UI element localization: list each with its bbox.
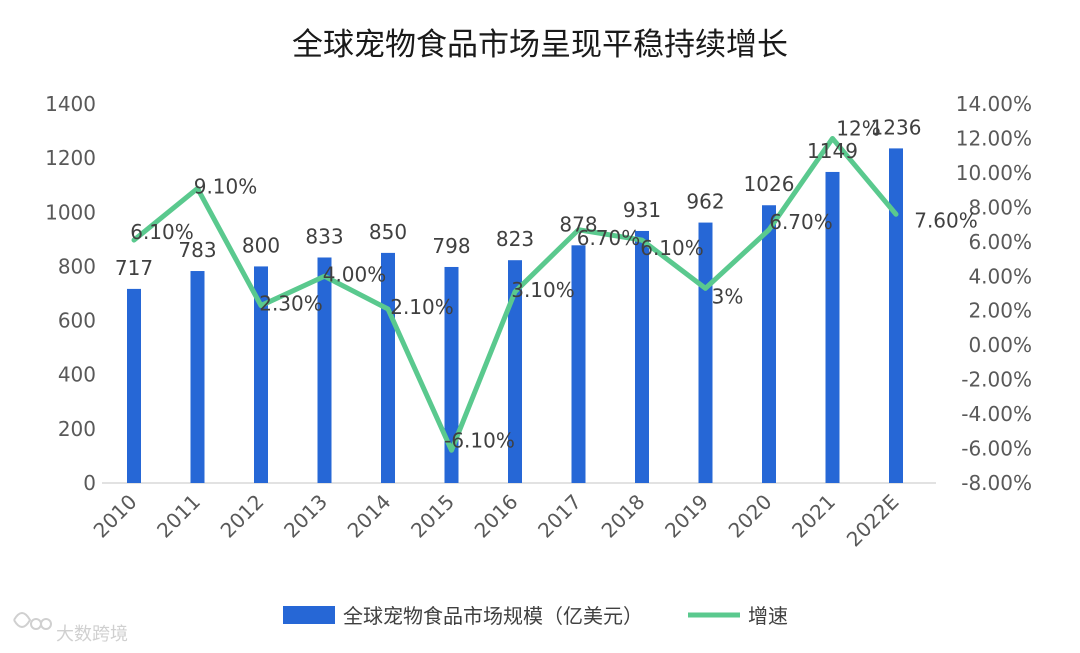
x-tick-label: 2019	[660, 490, 713, 543]
bar	[571, 245, 586, 483]
x-tick-label: 2013	[279, 490, 332, 543]
bar	[508, 260, 522, 483]
growth-line-series	[131, 135, 899, 453]
x-tick-label: 2020	[724, 490, 777, 543]
y-right-tick-label: 12.00%	[956, 126, 1032, 150]
x-tick-label: 2016	[470, 490, 523, 543]
watermark: 大数跨境	[13, 612, 128, 645]
bar	[444, 266, 459, 483]
bar	[889, 148, 903, 483]
x-tick-label: 2022E	[842, 490, 904, 552]
watermark-logo-icon	[13, 612, 52, 630]
bar-series	[127, 148, 903, 484]
legend: 全球宠物食品市场规模（亿美元） 增速	[283, 604, 788, 628]
bar	[381, 252, 395, 483]
growth-value-label: 9.10%	[194, 174, 258, 198]
growth-value-label: 6.70%	[577, 226, 641, 250]
bar	[698, 222, 713, 483]
y-right-tick-label: 6.00%	[968, 230, 1032, 254]
x-tick-label: 2010	[89, 490, 142, 543]
growth-value-label: 4.00%	[323, 262, 387, 286]
y-right-tick-label: 8.00%	[968, 195, 1032, 219]
growth-line	[131, 135, 899, 453]
x-tick-label: 2015	[406, 490, 459, 543]
y-left-tick-label: 1000	[45, 200, 96, 224]
growth-value-label: 3%	[712, 284, 744, 308]
growth-value-label: -6.10%	[444, 428, 515, 452]
bar-value-label: 783	[178, 238, 216, 262]
growth-data-labels: 6.10%9.10%2.30%4.00%2.10%-6.10%3.10%6.70…	[130, 116, 978, 452]
watermark-text: 大数跨境	[56, 624, 128, 645]
x-tick-label: 2021	[787, 490, 840, 543]
bar-value-label: 798	[432, 234, 470, 258]
bar-value-label: 800	[242, 233, 280, 257]
y-axis-right: -8.00% -6.00% -4.00% -2.00% 0.00% 2.00% 4.00% 6…	[956, 92, 1032, 495]
bar-value-label: 931	[623, 198, 661, 222]
bar	[254, 266, 268, 483]
x-tick-label: 2018	[597, 490, 650, 543]
bar-value-label: 878	[559, 212, 597, 236]
bar-value-label: 717	[115, 256, 153, 280]
y-right-tick-label: 0.00%	[968, 333, 1032, 357]
y-right-tick-label: 2.00%	[968, 299, 1032, 323]
bar	[317, 257, 332, 483]
bar-value-label: 1236	[871, 115, 922, 139]
legend-bar-swatch	[283, 606, 335, 624]
y-left-tick-label: 1400	[45, 92, 96, 116]
bar	[762, 205, 776, 484]
y-left-tick-label: 1200	[45, 146, 96, 170]
y-right-tick-label: 14.00%	[956, 92, 1032, 116]
bar	[127, 288, 141, 483]
y-left-tick-label: 400	[58, 363, 96, 387]
y-right-tick-label: -2.00%	[961, 368, 1032, 392]
x-tick-label: 2011	[152, 490, 205, 543]
growth-value-label: 3.10%	[511, 278, 575, 302]
bar-value-label: 823	[496, 227, 534, 251]
legend-bar-label: 全球宠物食品市场规模（亿美元）	[343, 604, 643, 628]
bar	[190, 271, 205, 483]
growth-value-label: 2.30%	[259, 292, 323, 316]
bar	[635, 230, 649, 483]
bar-value-label: 1149	[807, 139, 858, 163]
y-left-tick-label: 0	[83, 471, 96, 495]
y-right-tick-label: -8.00%	[961, 471, 1032, 495]
y-left-tick-label: 800	[58, 254, 96, 278]
y-right-tick-label: -6.00%	[961, 437, 1032, 461]
x-axis: 2010 2011 2012 2013 2014 2015 2016 2017 2018 2019…	[89, 490, 904, 552]
growth-value-label: 7.60%	[914, 208, 978, 232]
growth-value-label: 6.70%	[769, 210, 833, 234]
growth-value-label: 6.10%	[130, 220, 194, 244]
growth-value-label: 6.10%	[640, 236, 704, 260]
bar-value-label: 850	[369, 220, 407, 244]
chart-title: 全球宠物食品市场呈现平稳持续增长	[292, 27, 788, 63]
y-axis-left: 0 200 400 600 800 1000 1200 1400	[45, 92, 96, 495]
bar-value-label: 962	[686, 190, 724, 214]
y-right-tick-label: 10.00%	[956, 161, 1032, 185]
y-left-tick-label: 200	[58, 417, 96, 441]
x-tick-label: 2014	[343, 490, 396, 543]
x-tick-label: 2017	[533, 490, 586, 543]
legend-line-label: 增速	[748, 604, 788, 628]
growth-value-label: 2.10%	[390, 295, 454, 319]
x-tick-label: 2012	[216, 490, 269, 543]
bar-value-label: 1026	[744, 172, 795, 196]
growth-value-label: 12%	[836, 116, 880, 140]
bar-value-label: 833	[305, 224, 343, 248]
y-left-tick-label: 600	[58, 309, 96, 333]
y-right-tick-label: -4.00%	[961, 402, 1032, 426]
y-right-tick-label: 4.00%	[968, 264, 1032, 288]
bar	[825, 171, 840, 483]
